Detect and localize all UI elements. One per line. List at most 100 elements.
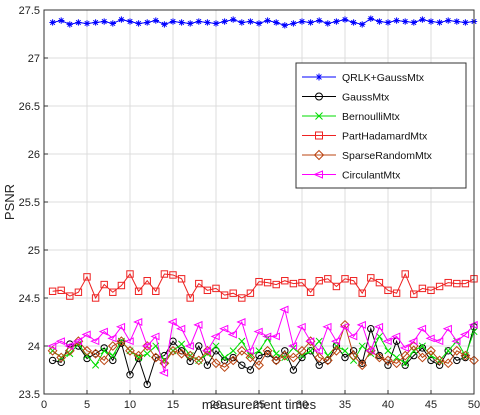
data-point: [384, 286, 392, 295]
data-point: [359, 21, 366, 28]
data-point: [349, 277, 358, 285]
data-point: [416, 324, 427, 333]
data-point: [264, 17, 271, 24]
series-qrlk-gaussmtx: [49, 15, 478, 29]
data-point: [66, 350, 74, 358]
data-point: [453, 356, 461, 365]
data-point: [228, 355, 239, 366]
y-tick-label: 27.5: [19, 5, 40, 17]
legend-label: BernoulliMtx: [342, 111, 401, 123]
data-point: [195, 342, 203, 350]
data-point: [247, 18, 254, 25]
data-point: [462, 19, 469, 26]
data-point: [298, 18, 306, 25]
legend-label: SparseRandomMtx: [342, 150, 433, 162]
data-point: [391, 332, 401, 341]
data-point: [306, 288, 315, 296]
data-point: [418, 342, 426, 350]
data-point: [401, 361, 409, 369]
tick-layer: 0 5 10 15 20 25 30 35 40 45 50 23.5 24 24.5 25 25.5 26 26…: [19, 5, 480, 411]
data-point: [279, 350, 290, 361]
legend-label: GaussMtx: [342, 92, 390, 104]
data-point: [193, 320, 203, 329]
data-point: [150, 332, 160, 341]
data-point: [281, 353, 289, 362]
data-point: [442, 324, 452, 333]
data-point: [66, 21, 73, 28]
data-point: [331, 345, 342, 356]
data-point: [185, 350, 196, 361]
data-point: [238, 294, 246, 302]
data-point: [57, 286, 65, 295]
data-point: [255, 20, 263, 27]
series-layer: [47, 15, 479, 389]
data-point: [401, 270, 409, 278]
data-point: [143, 277, 151, 285]
data-point: [176, 324, 186, 333]
data-point: [436, 19, 443, 26]
data-point: [74, 288, 83, 296]
data-point: [143, 380, 151, 389]
data-point: [91, 294, 100, 302]
data-point: [287, 342, 298, 350]
x-tick-label: 30: [296, 399, 308, 411]
data-point: [246, 366, 255, 374]
data-point: [91, 349, 100, 358]
data-point: [126, 371, 134, 379]
data-point: [426, 345, 436, 356]
data-point: [272, 280, 280, 289]
data-point: [152, 353, 160, 362]
data-point: [124, 337, 134, 346]
x-tick-label: 40: [382, 399, 394, 411]
data-point: [263, 278, 272, 287]
data-point: [272, 350, 280, 358]
legend-label: QRLK+GaussMtx: [342, 72, 425, 84]
data-point: [168, 345, 178, 356]
data-point: [434, 337, 444, 346]
data-point: [126, 18, 134, 25]
legend-label: PartHadamardMtx: [342, 131, 428, 143]
data-point: [144, 19, 151, 26]
data-point: [383, 355, 393, 366]
legend-box: [295, 62, 467, 189]
data-point: [382, 337, 392, 346]
x-tick-label: 10: [124, 399, 136, 411]
data-point: [90, 337, 100, 346]
data-point: [435, 361, 444, 369]
data-point: [143, 350, 151, 358]
data-point: [375, 332, 383, 340]
data-point: [402, 18, 409, 25]
data-point: [135, 353, 143, 362]
data-point: [348, 332, 358, 341]
data-point: [186, 294, 194, 302]
data-point: [255, 347, 263, 355]
legend-entry: GaussMtx: [302, 92, 390, 104]
data-point: [384, 19, 392, 26]
data-point: [81, 330, 91, 339]
data-point: [281, 277, 289, 285]
data-point: [56, 352, 67, 363]
data-point: [315, 337, 323, 345]
data-point: [210, 332, 220, 341]
y-axis-label: PSNR: [2, 184, 17, 220]
data-point: [262, 345, 273, 356]
data-point: [393, 17, 400, 24]
data-point: [245, 352, 256, 363]
data-point: [212, 20, 220, 27]
data-point: [367, 15, 374, 22]
y-tick-label: 26.5: [19, 101, 40, 113]
y-tick-label: 23.5: [19, 389, 40, 401]
data-point: [315, 112, 323, 120]
data-point: [451, 345, 462, 356]
data-point: [427, 18, 435, 25]
data-point: [425, 334, 435, 343]
data-point: [99, 355, 110, 366]
data-point: [297, 345, 307, 356]
data-point: [444, 278, 452, 287]
data-point: [47, 342, 57, 350]
data-point: [315, 277, 323, 285]
data-point: [238, 337, 246, 345]
data-point: [133, 318, 143, 326]
data-point: [212, 284, 220, 293]
legend-entry: CirculantMtx: [302, 170, 401, 182]
